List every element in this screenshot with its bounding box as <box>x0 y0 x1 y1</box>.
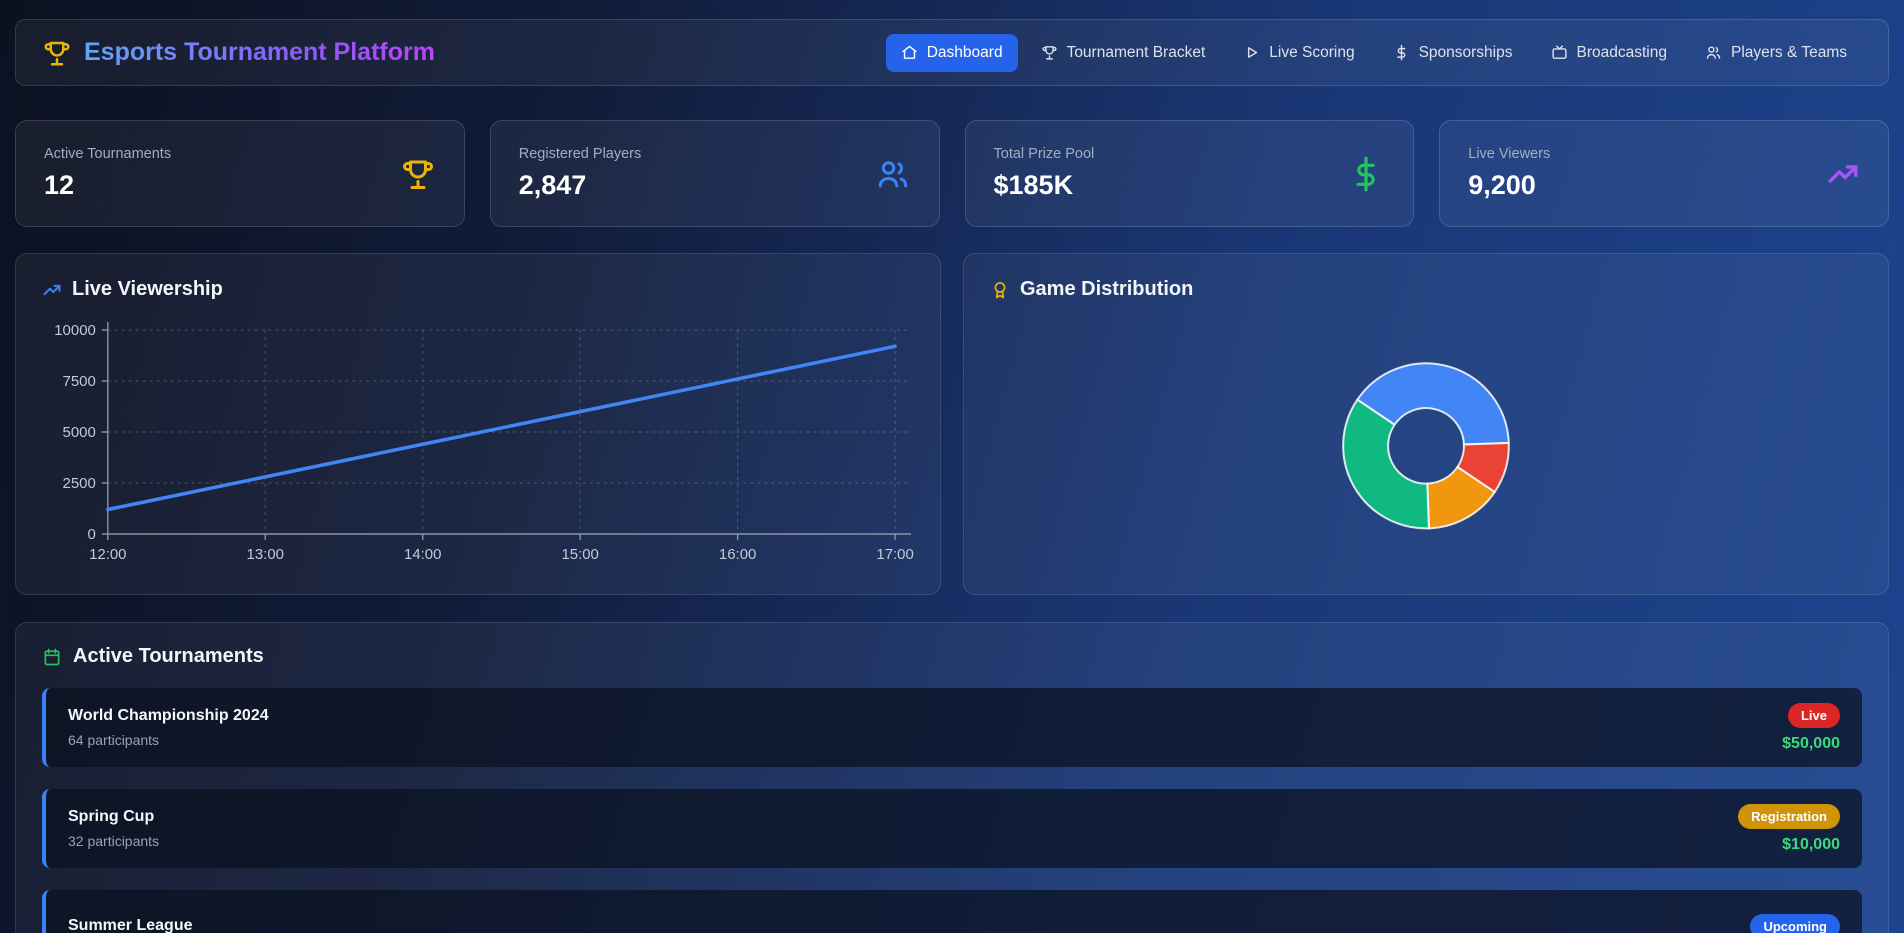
nav-tab-sponsorships[interactable]: Sponsorships <box>1378 34 1528 72</box>
status-badge: Registration <box>1738 803 1840 829</box>
stats-row: Active Tournaments 12 Registered Players… <box>15 120 1889 227</box>
stat-label: Live Viewers <box>1468 146 1551 162</box>
nav-tab-players-teams[interactable]: Players & Teams <box>1690 34 1862 72</box>
tournament-row-summer-league[interactable]: Summer League Upcoming <box>42 890 1862 933</box>
svg-text:5000: 5000 <box>63 424 96 441</box>
prize-amount: $50,000 <box>1782 734 1840 752</box>
nav-label: Sponsorships <box>1418 43 1513 61</box>
stat-label: Registered Players <box>518 146 642 162</box>
nav-tab-dashboard[interactable]: Dashboard <box>885 33 1018 72</box>
tournament-row-world-championship[interactable]: World Championship 2024 64 participants … <box>42 688 1862 767</box>
panel-title-text: Live Viewership <box>72 278 223 300</box>
users-icon <box>1705 44 1722 61</box>
viewership-line-chart: 0 2500 5000 7500 10000 12:00 13:00 14:00 15:00 16… <box>54 322 914 563</box>
panel-title-viewership: Live Viewership <box>42 278 914 301</box>
prize-amount: $10,000 <box>1782 835 1840 853</box>
trophy-icon <box>400 156 436 192</box>
trending-up-icon <box>1826 157 1860 191</box>
app-title: Esports Tournament Platform <box>84 38 435 66</box>
stat-card-active-tournaments: Active Tournaments 12 <box>15 120 465 227</box>
users-icon <box>875 156 911 192</box>
stat-value: 9,200 <box>1468 170 1536 200</box>
dollar-icon <box>1393 44 1410 61</box>
nav-tab-broadcasting[interactable]: Broadcasting <box>1536 34 1682 72</box>
status-badge: Live <box>1787 702 1840 728</box>
charts-row: Live Viewership 0 2500 5000 7500 10000 12:00 1… <box>15 253 1889 595</box>
tournament-row-spring-cup[interactable]: Spring Cup 32 participants Registration … <box>42 789 1862 868</box>
stat-card-registered-players: Registered Players 2,847 <box>489 120 940 227</box>
nav-label: Dashboard <box>926 43 1003 61</box>
svg-text:10000: 10000 <box>54 322 96 339</box>
tournament-name: World Championship 2024 <box>68 707 269 724</box>
tournament-name: Summer League <box>68 917 193 933</box>
tournament-participants: 64 participants <box>68 732 160 748</box>
svg-text:2500: 2500 <box>63 475 96 492</box>
svg-text:12:00: 12:00 <box>89 546 126 563</box>
nav-tab-tournament-bracket[interactable]: Tournament Bracket <box>1026 34 1221 72</box>
game-distribution-panel: Game Distribution <box>963 253 1889 595</box>
panel-title-text: Game Distribution <box>1020 278 1194 300</box>
nav-label: Broadcasting <box>1576 43 1667 61</box>
stat-value: $185K <box>993 170 1074 200</box>
nav-tab-live-scoring[interactable]: Live Scoring <box>1228 34 1369 72</box>
svg-text:13:00: 13:00 <box>247 546 284 563</box>
svg-text:14:00: 14:00 <box>404 546 441 563</box>
stat-value: 2,847 <box>518 170 587 200</box>
panel-title-distribution: Game Distribution <box>990 278 1862 301</box>
game-distribution-donut-chart <box>1342 362 1510 530</box>
nav-label: Tournament Bracket <box>1066 43 1206 61</box>
tournament-name: Spring Cup <box>68 808 155 825</box>
trophy-logo-icon <box>42 38 72 68</box>
active-tournaments-heading: Active Tournaments <box>42 645 1862 668</box>
stat-card-live-viewers: Live Viewers 9,200 <box>1439 120 1889 227</box>
nav-label: Players & Teams <box>1730 43 1847 61</box>
home-icon <box>901 44 918 61</box>
brand: Esports Tournament Platform <box>42 38 435 68</box>
stat-value: 12 <box>44 170 75 200</box>
live-viewership-panel: Live Viewership 0 2500 5000 7500 10000 12:00 1… <box>15 253 941 595</box>
play-icon <box>1243 44 1260 61</box>
trending-up-icon <box>42 280 62 300</box>
status-badge: Upcoming <box>1750 913 1840 933</box>
stat-label: Active Tournaments <box>44 146 172 162</box>
nav-label: Live Scoring <box>1269 43 1355 61</box>
svg-text:0: 0 <box>88 526 96 543</box>
main-nav: Dashboard Tournament Bracket Live Scorin… <box>885 33 1862 72</box>
tournament-participants: 32 participants <box>68 833 160 849</box>
svg-text:17:00: 17:00 <box>876 546 913 563</box>
stat-label: Total Prize Pool <box>993 146 1095 162</box>
tv-icon <box>1551 44 1568 61</box>
section-title-text: Active Tournaments <box>73 645 264 667</box>
trophy-icon <box>1041 44 1058 61</box>
svg-text:7500: 7500 <box>63 373 96 390</box>
active-tournaments-panel: Active Tournaments World Championship 20… <box>15 622 1889 933</box>
svg-text:16:00: 16:00 <box>719 546 756 563</box>
dollar-icon <box>1347 155 1385 193</box>
svg-text:15:00: 15:00 <box>561 546 598 563</box>
calendar-icon <box>42 647 62 667</box>
app-header: Esports Tournament Platform Dashboard To… <box>15 19 1889 86</box>
stat-card-total-prize-pool: Total Prize Pool $185K <box>964 120 1415 227</box>
